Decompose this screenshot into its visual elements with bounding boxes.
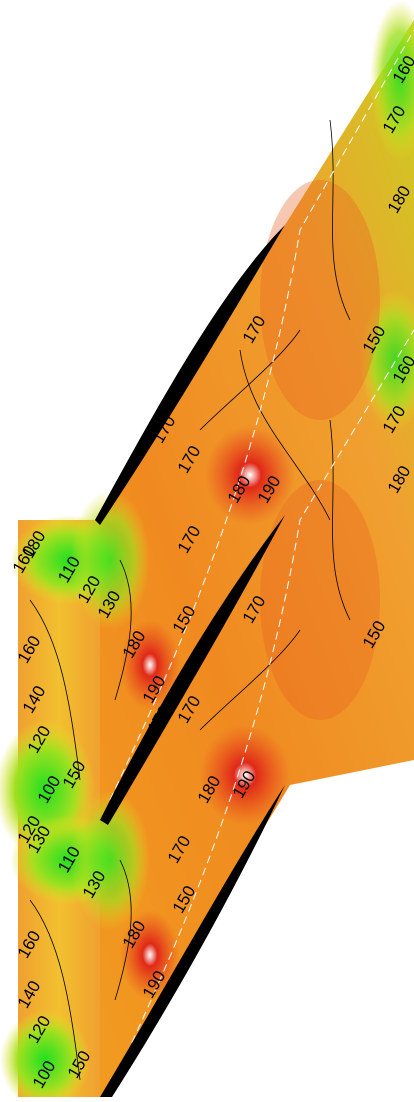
blades	[95, 225, 285, 1097]
contour-lines	[29, 119, 351, 1081]
dashed-lines	[109, 29, 414, 1091]
